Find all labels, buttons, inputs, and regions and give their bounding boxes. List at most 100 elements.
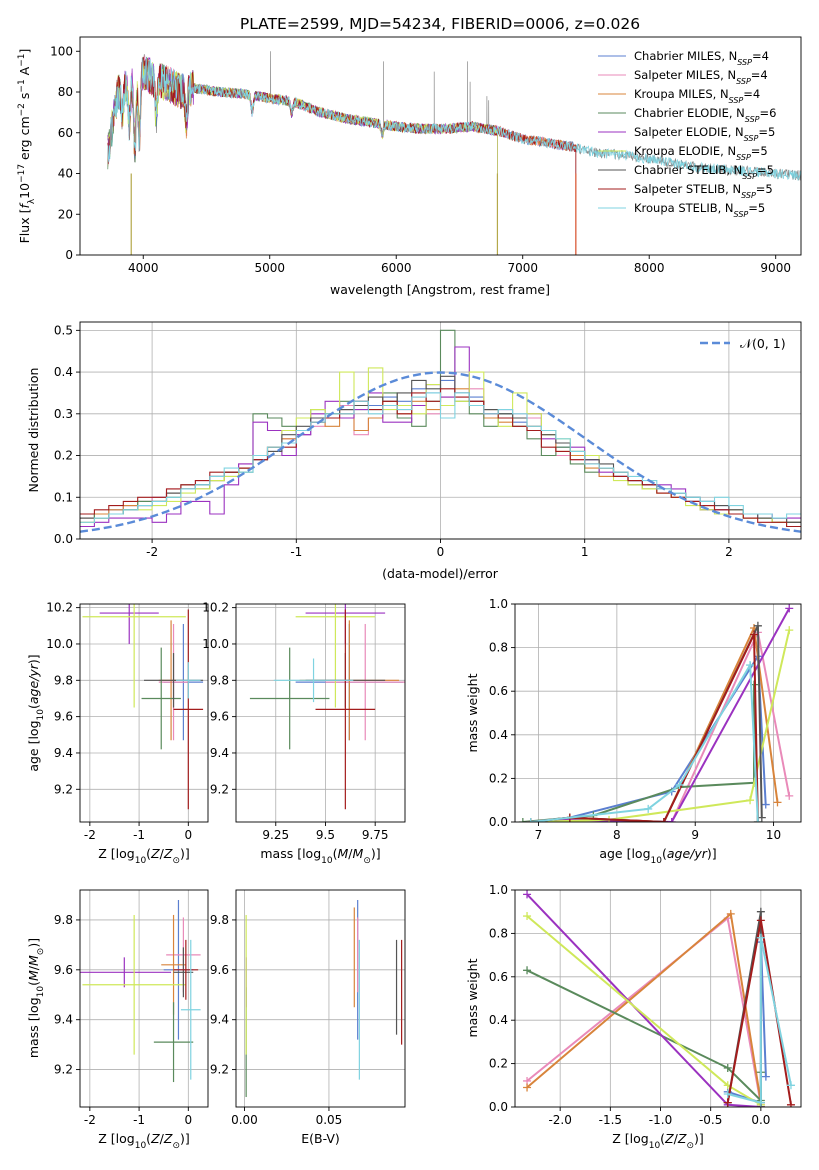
axes-frame <box>79 889 209 1108</box>
label-part: / <box>674 1131 679 1146</box>
x-tick-label: -2 <box>84 1113 96 1127</box>
label-part: )] <box>180 1131 190 1146</box>
y-tick-label: 9.8 <box>210 913 229 927</box>
weight-marker <box>659 818 668 822</box>
y-tick-label: 9.6 <box>210 963 229 977</box>
weight-marker <box>726 909 735 918</box>
weight-line-chabrier-elodie <box>522 684 759 822</box>
label-part: age/yr <box>667 846 708 861</box>
y-tick-label: 1.0 <box>489 883 508 897</box>
label-part: ( <box>660 1131 665 1146</box>
label-part: ] <box>17 49 32 54</box>
x-tick-label: 9000 <box>760 261 791 275</box>
axes-frame <box>79 36 802 256</box>
x-tick-label: 9.75 <box>362 828 389 842</box>
weight-marker <box>773 798 782 807</box>
label-part: mass [log <box>260 846 321 861</box>
weight-marker <box>675 780 684 789</box>
x-tick-label: 2 <box>725 545 733 559</box>
weight-marker <box>756 933 765 942</box>
label-part: Z <box>150 846 160 861</box>
plot-area <box>82 604 204 810</box>
axes-frame <box>514 889 802 1108</box>
label-part: ( <box>662 846 667 861</box>
x-tick-label: 0.00 <box>231 1113 258 1127</box>
label-part: Flux [ <box>17 209 32 244</box>
weight-marker <box>523 890 532 899</box>
weight-marker <box>786 1100 795 1107</box>
legend-sub: SSP <box>736 153 751 162</box>
y-tick-label: 0.6 <box>489 684 508 698</box>
label-part: Z <box>163 1131 173 1146</box>
y-tick-label: 0.4 <box>489 728 508 742</box>
label-part: age [log <box>599 846 650 861</box>
y-tick-label: 60 <box>58 126 73 140</box>
x-tick-label: -1.0 <box>649 1113 672 1127</box>
x-tick-label: 8 <box>613 828 621 842</box>
x-axis-label: Z [log10(Z/Z⊙)] <box>612 1131 704 1151</box>
weight-marker <box>753 621 762 630</box>
x-tick-label: 7 <box>535 828 543 842</box>
y-tick-label: 0.3 <box>54 407 73 421</box>
label-part: 10 <box>135 856 147 866</box>
weight-marker <box>723 1089 732 1098</box>
label-part: Z [log <box>98 846 134 861</box>
spectrum-line-salpeter-stelib <box>107 56 577 255</box>
y-tick-label: 9.2 <box>54 1063 73 1077</box>
y-tick-label: 0.0 <box>54 532 73 546</box>
label-part: A <box>17 66 32 79</box>
legend-value: =5 <box>757 163 774 177</box>
weight-marker <box>761 1072 770 1081</box>
y-tick-label: 0.1 <box>54 490 73 504</box>
label-part: )] <box>26 938 41 948</box>
y-tick-label: 10.2 <box>202 601 229 615</box>
label-part: Z <box>150 1131 160 1146</box>
y-tick-label: 10.0 <box>46 637 73 651</box>
x-tick-label: 0.05 <box>316 1113 343 1127</box>
label-part: / <box>160 846 165 861</box>
y-tick-label: 10.0 <box>202 637 229 651</box>
y-axis-label: mass weight <box>465 673 480 752</box>
legend-text: Chabrier ELODIE, N <box>634 106 745 120</box>
legend-label: Kroupa ELODIE, NSSP=5 <box>634 144 768 162</box>
label-part: / <box>160 1131 165 1146</box>
y-tick-label: 0.8 <box>489 926 508 940</box>
weight-marker <box>723 1063 732 1072</box>
x-tick-label: 0 <box>184 1113 192 1127</box>
legend-text: Salpeter ELODIE, N <box>634 125 744 139</box>
label-part: ( <box>333 846 338 861</box>
residual-xlabel: (data-model)/error <box>382 566 499 581</box>
weight-marker <box>746 796 755 805</box>
histogram-salpeter-stelib <box>80 388 801 528</box>
legend-text: Salpeter STELIB, N <box>634 182 741 196</box>
x-tick-label: 9.5 <box>316 828 335 842</box>
legend-sub: SSP <box>742 172 757 181</box>
label-part: Z <box>163 846 173 861</box>
label-part: 10 <box>651 856 663 866</box>
x-tick-label: -1 <box>133 1113 145 1127</box>
y-tick-label: 9.2 <box>210 782 229 796</box>
label-part: Z [log <box>612 1131 648 1146</box>
legend-sub: SSP <box>745 115 760 124</box>
y-tick-label: 9.2 <box>54 782 73 796</box>
weight-marker <box>644 804 653 813</box>
weight-marker <box>526 818 535 822</box>
plot-area <box>245 899 403 1098</box>
legend-label: Salpeter ELODIE, NSSP=5 <box>634 125 775 143</box>
label-part: 10 <box>649 1141 661 1151</box>
y-tick-label: 9.4 <box>54 1013 73 1027</box>
legend-text: Chabrier MILES, N <box>634 49 737 63</box>
axes-frame <box>79 603 209 823</box>
y-tick-label: 0.4 <box>54 365 73 379</box>
legend-value: =4 <box>751 68 768 82</box>
label-part: Z <box>677 1131 687 1146</box>
legend-sub: SSP <box>729 96 744 105</box>
label-part: age [log <box>26 720 41 771</box>
x-tick-label: 7000 <box>507 261 538 275</box>
y-tick-label: 9.4 <box>210 1013 229 1027</box>
mass-vs-metallicity-panel: -2 -1 09.29.49.69.8Z [log10(Z/Z⊙)]mass [lo… <box>26 889 209 1151</box>
x-tick-label: -2 <box>146 545 158 559</box>
legend-sub: SSP <box>736 77 751 86</box>
